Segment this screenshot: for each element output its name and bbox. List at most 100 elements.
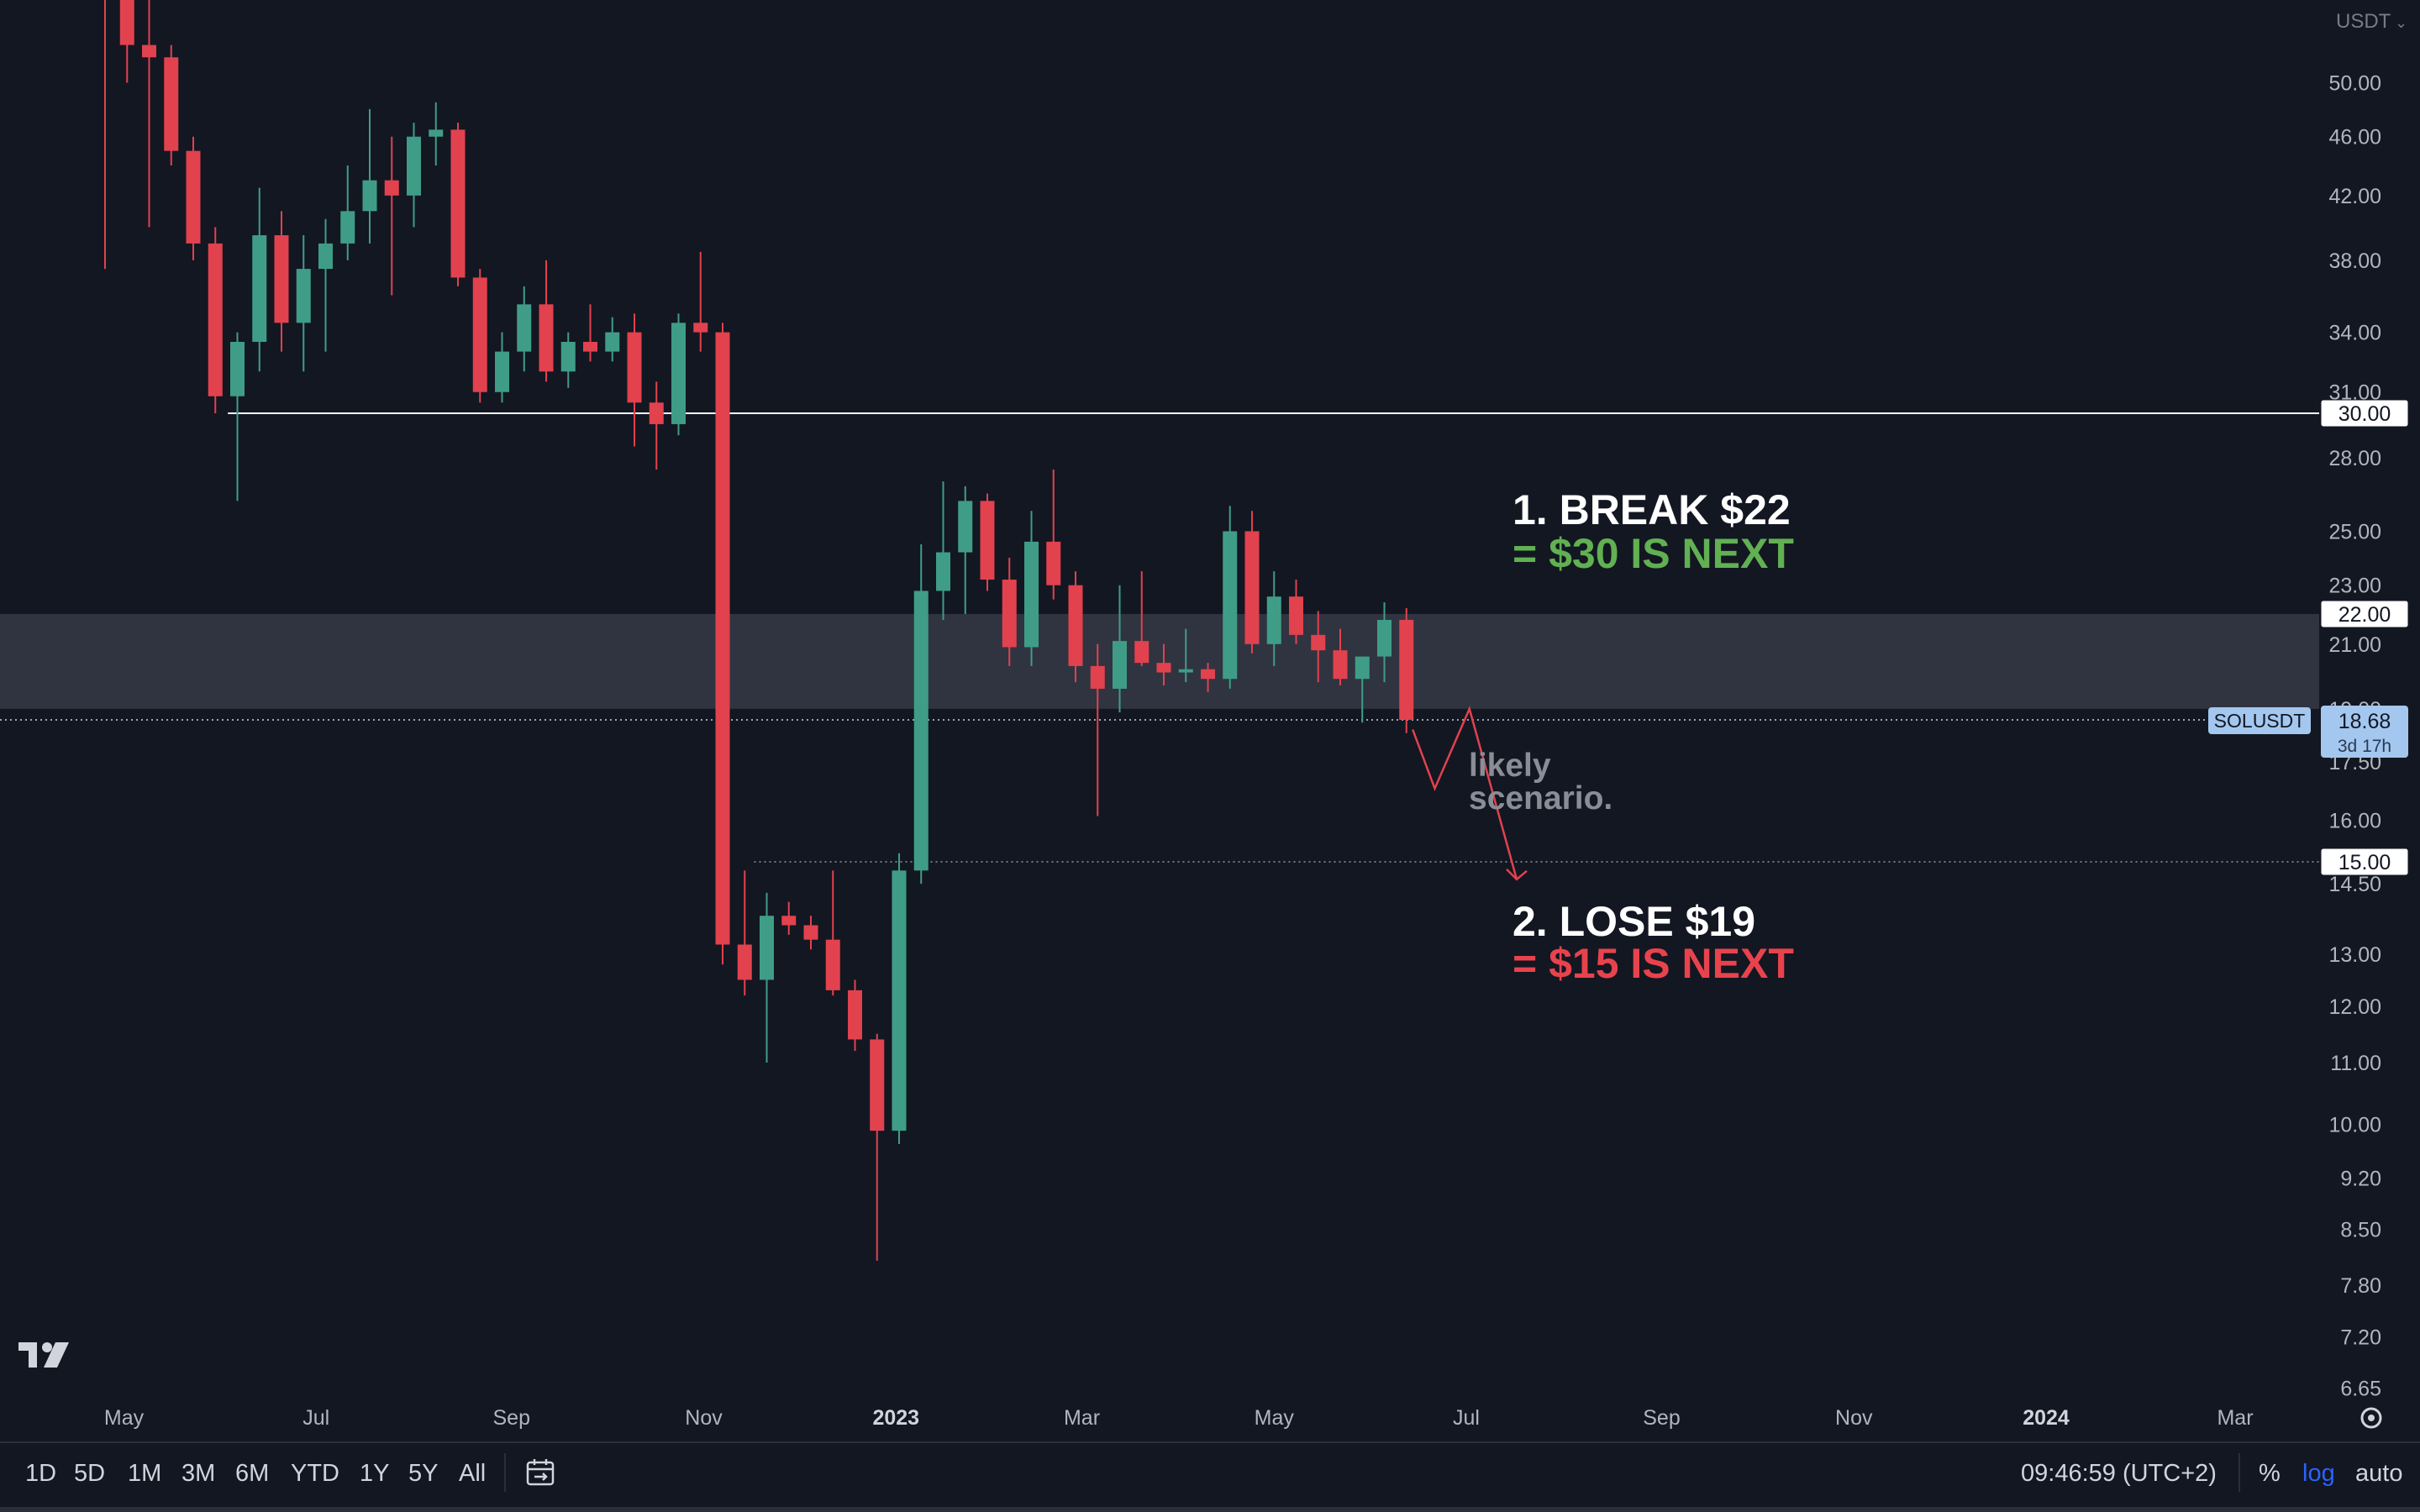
candle-2022-08-15 [450,123,466,286]
candle-body [936,552,950,591]
candle-2022-05-09 [142,0,156,228]
level-badge-30.00-bg [2320,399,2409,428]
candle-body [627,332,642,403]
candle-body [760,916,774,980]
timeframe-3m[interactable]: 3M [182,1460,216,1487]
settings-gear-icon[interactable] [2360,1407,2382,1429]
chevron-down-icon[interactable]: ⌄ [2395,14,2407,32]
separator-right [2238,1453,2240,1492]
price-tick-50.00: 50.00 [2328,71,2381,95]
candle-body [1289,596,1303,635]
price-tick-16.00: 16.00 [2328,809,2381,832]
annotation-break-title: 1. BREAK $22 [1512,486,1791,533]
candle-2023-03-06 [1090,643,1105,816]
candle-2022-07-11 [340,165,355,260]
tradingview-logo-icon[interactable] [18,1342,69,1368]
timeframe-1m[interactable]: 1M [128,1460,162,1487]
last-price-bg [2321,706,2408,758]
candle-body [407,136,421,196]
timeframe-1y[interactable]: 1Y [360,1460,390,1487]
candle-body [848,990,862,1040]
candle-body [1266,596,1281,644]
separator [504,1453,506,1492]
candle-body [230,341,245,396]
candle-body [870,1039,885,1131]
candle-body [1068,585,1083,666]
candle-2023-01-09 [913,544,929,885]
candle-body [495,351,509,392]
candle-2022-08-01 [407,123,421,228]
candle-2022-11-07 [715,323,730,965]
candle-2023-03-27 [1156,643,1171,686]
horizontal-levels [0,412,2319,863]
candle-body [583,341,597,352]
candle-2022-12-12 [825,870,840,996]
candle-body [340,211,355,244]
projection-path [1412,706,1528,881]
candle-body [1223,531,1238,680]
candle-2022-05-30 [208,227,223,413]
candle-body [429,129,444,137]
price-tick-10.00: 10.00 [2328,1113,2381,1137]
candle-body [1311,634,1326,651]
time-tick-Sep: Sep [1643,1406,1680,1430]
candle-body [164,57,179,151]
candle-2022-08-29 [495,332,509,403]
candle-body [384,180,399,196]
bottom-strip [0,1507,2420,1512]
candle-2022-09-05 [517,286,532,372]
level-badge-30.00: 30.00 [2338,402,2391,426]
candle-2023-04-10 [1201,663,1215,692]
symbol-badge: SOLUSDT [2214,710,2306,732]
candle-body [560,341,576,372]
candle-2023-05-29 [1355,656,1370,723]
candle-body [119,0,134,45]
time-tick-Nov: Nov [1835,1406,1873,1430]
timeframe-ytd[interactable]: YTD [291,1460,339,1487]
date-range-icon[interactable] [524,1457,558,1490]
last-price-value: 18.68 [2338,710,2391,733]
timeframe-1d[interactable]: 1D [25,1460,57,1487]
annotation-lose-title: 2. LOSE $19 [1512,898,1755,945]
chart-background [0,0,2420,1441]
candle-body [892,870,907,1131]
price-tick-11.00: 11.00 [2330,1052,2381,1075]
currency-menu[interactable]: USDT [2336,10,2391,33]
candle-body [539,304,554,372]
clock[interactable]: 09:46:59 (UTC+2) [2021,1460,2217,1487]
time-tick-Nov: Nov [685,1406,723,1430]
candle-2023-03-20 [1134,571,1150,666]
last-price-marker: SOLUSDT 18.68 3d 17h [2208,706,2408,758]
timeframe-5y[interactable]: 5Y [408,1460,439,1487]
candle-2023-04-24 [1244,511,1260,654]
time-tick-May: May [104,1406,145,1430]
timeframe-6m[interactable]: 6M [235,1460,270,1487]
price-tick-12.00: 12.00 [2328,995,2381,1019]
projection-line [1412,706,1518,880]
log-toggle[interactable]: log [2302,1460,2335,1487]
candle-body [1178,669,1193,673]
candle-body [737,944,752,980]
auto-toggle[interactable]: auto [2355,1460,2403,1487]
candle-body [913,591,929,871]
level-badge-15.00: 15.00 [2338,851,2391,874]
candle-body [693,323,708,333]
zone-top-badge: 22.00 [2338,603,2391,627]
timeframe-5d[interactable]: 5D [74,1460,106,1487]
candle-2022-08-22 [472,269,487,403]
annotation-lose-target: = $15 IS NEXT [1512,940,1794,987]
timeframe-all[interactable]: All [459,1460,487,1487]
candle-2022-05-23 [186,136,201,260]
percent-toggle[interactable]: % [2259,1460,2281,1487]
last-price-countdown: 3d 17h [2338,737,2391,756]
candle-body [1090,665,1105,689]
candle-2022-05-16 [164,45,179,165]
candle-body [958,501,973,553]
candle-body [472,277,487,392]
candle-body [142,45,156,58]
candles [104,0,1414,1261]
symbol-badge-bg [2208,707,2311,734]
price-tick-21.00: 21.00 [2328,633,2381,657]
candle-2023-01-23 [958,486,973,614]
